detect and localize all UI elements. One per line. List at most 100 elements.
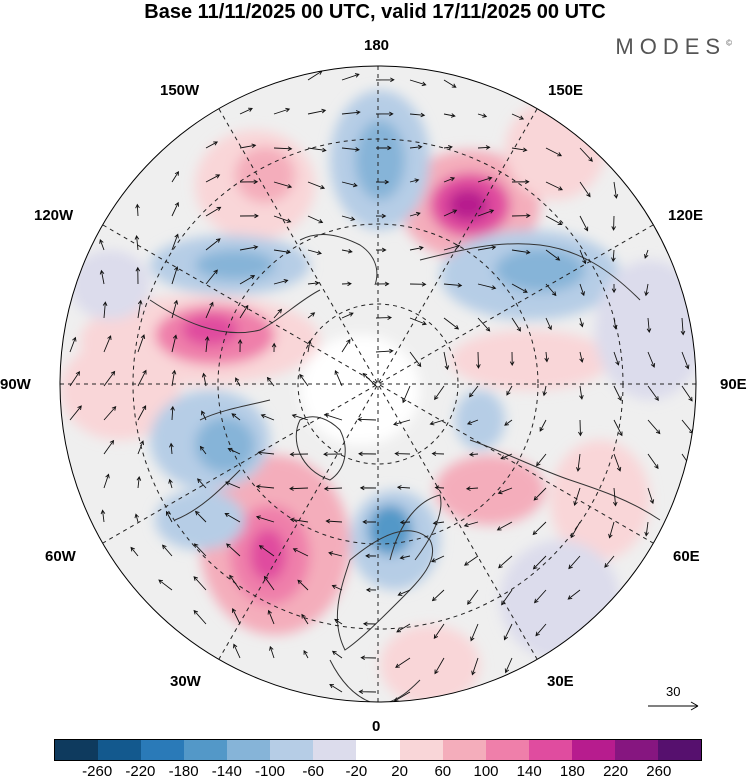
wind-arrow — [409, 245, 424, 251]
wind-arrow — [227, 447, 241, 455]
lon-label-0: 0 — [372, 718, 381, 735]
colorbar-tick-label: -20 — [345, 763, 368, 780]
graticule — [60, 66, 696, 702]
wind-arrow — [466, 419, 479, 425]
wind-arrow — [271, 342, 277, 353]
wind-arrow — [568, 555, 581, 570]
wind-arrow — [511, 249, 531, 255]
wind-arrow — [137, 440, 144, 455]
wind-vectors — [69, 70, 694, 702]
wind-arrow — [137, 369, 147, 387]
wind-arrow — [307, 108, 327, 115]
wind-arrow — [375, 315, 393, 320]
coast-greenland — [295, 416, 346, 481]
wind-arrow — [612, 317, 618, 330]
wind-arrow — [511, 317, 521, 332]
wind-arrow — [193, 543, 207, 557]
latitude-circle-75n — [297, 303, 459, 465]
wind-arrow — [165, 510, 173, 523]
wind-arrow — [434, 385, 445, 401]
wind-arrow — [158, 579, 173, 591]
wind-arrow — [289, 451, 309, 457]
meridian-150w-30e — [218, 108, 538, 660]
wind-arrow — [205, 141, 219, 149]
wind-arrow — [323, 486, 343, 492]
wind-arrow — [267, 609, 275, 625]
wind-arrow — [393, 691, 411, 702]
wind-arrow — [471, 657, 479, 676]
wind-arrow — [239, 179, 259, 185]
wind-arrow — [399, 519, 411, 525]
wind-arrow — [432, 520, 445, 526]
wind-arrow — [477, 209, 495, 217]
lon-label-30e: 30E — [547, 673, 574, 690]
wind-arrow — [239, 245, 259, 251]
wind-arrow — [409, 79, 427, 87]
wind-arrow — [171, 334, 178, 353]
wind-arrow — [443, 317, 460, 330]
lon-label-120w: 120W — [34, 207, 74, 224]
wind-arrow — [539, 419, 547, 432]
wind-arrow — [611, 249, 616, 263]
wind-arrow — [570, 521, 581, 539]
wind-arrow — [608, 521, 615, 539]
wind-arrow — [464, 555, 479, 566]
wind-arrow — [239, 107, 253, 115]
meridian-120w-60e — [102, 224, 654, 544]
lon-label-180: 180 — [364, 37, 390, 54]
wind-arrow — [289, 517, 309, 523]
wind-arrow — [604, 555, 615, 568]
wind-arrow — [443, 79, 457, 88]
wind-arrow — [536, 453, 547, 467]
wind-arrow — [299, 373, 309, 387]
wind-arrow — [470, 623, 479, 642]
wind-arrow — [358, 451, 377, 457]
wind-arrow — [409, 211, 421, 217]
wind-arrow — [99, 238, 105, 251]
wind-arrow — [297, 579, 309, 591]
wind-arrow — [503, 623, 513, 641]
wind-arrow — [579, 249, 587, 265]
colorbar-tick-label: 60 — [434, 763, 452, 780]
wind-arrow — [443, 145, 453, 150]
wind-arrow — [239, 143, 257, 149]
wind-arrow — [231, 608, 241, 625]
wind-arrow — [533, 487, 547, 501]
wind-arrow — [233, 643, 241, 659]
wind-arrow — [477, 283, 497, 290]
colorbar-swatch — [614, 740, 658, 760]
coast-alaska — [299, 234, 378, 286]
wind-arrow — [544, 351, 549, 363]
wind-arrow — [511, 179, 530, 185]
wind-arrow — [644, 521, 649, 537]
wind-arrow — [237, 339, 243, 353]
lon-label-90w: 90W — [0, 376, 31, 393]
wind-arrow — [375, 145, 392, 151]
wind-arrow — [409, 351, 422, 368]
wind-arrow — [263, 575, 275, 591]
lon-label-150e: 150E — [548, 82, 584, 99]
wind-arrow — [613, 181, 619, 199]
wind-arrow — [194, 510, 207, 523]
wind-arrow — [646, 317, 652, 334]
wind-arrow — [341, 181, 358, 188]
wind-arrow — [545, 181, 563, 191]
wind-arrow — [647, 487, 655, 505]
wind-arrow — [443, 244, 461, 251]
lon-label-90e: 90E — [720, 376, 747, 393]
wind-arrow — [341, 248, 353, 254]
wind-arrow — [365, 587, 377, 593]
wind-arrow — [644, 249, 649, 259]
colorbar-swatch — [227, 740, 271, 760]
wind-arrow — [506, 385, 513, 396]
wind-arrow — [103, 406, 117, 421]
wind-arrow — [103, 335, 112, 353]
wind-arrow — [375, 281, 390, 287]
wind-arrow — [205, 269, 218, 285]
map-border — [59, 65, 697, 703]
wind-arrow — [434, 485, 445, 490]
wind-arrow — [509, 351, 515, 367]
wind-arrow — [255, 515, 275, 523]
wind-arrow — [258, 545, 275, 557]
